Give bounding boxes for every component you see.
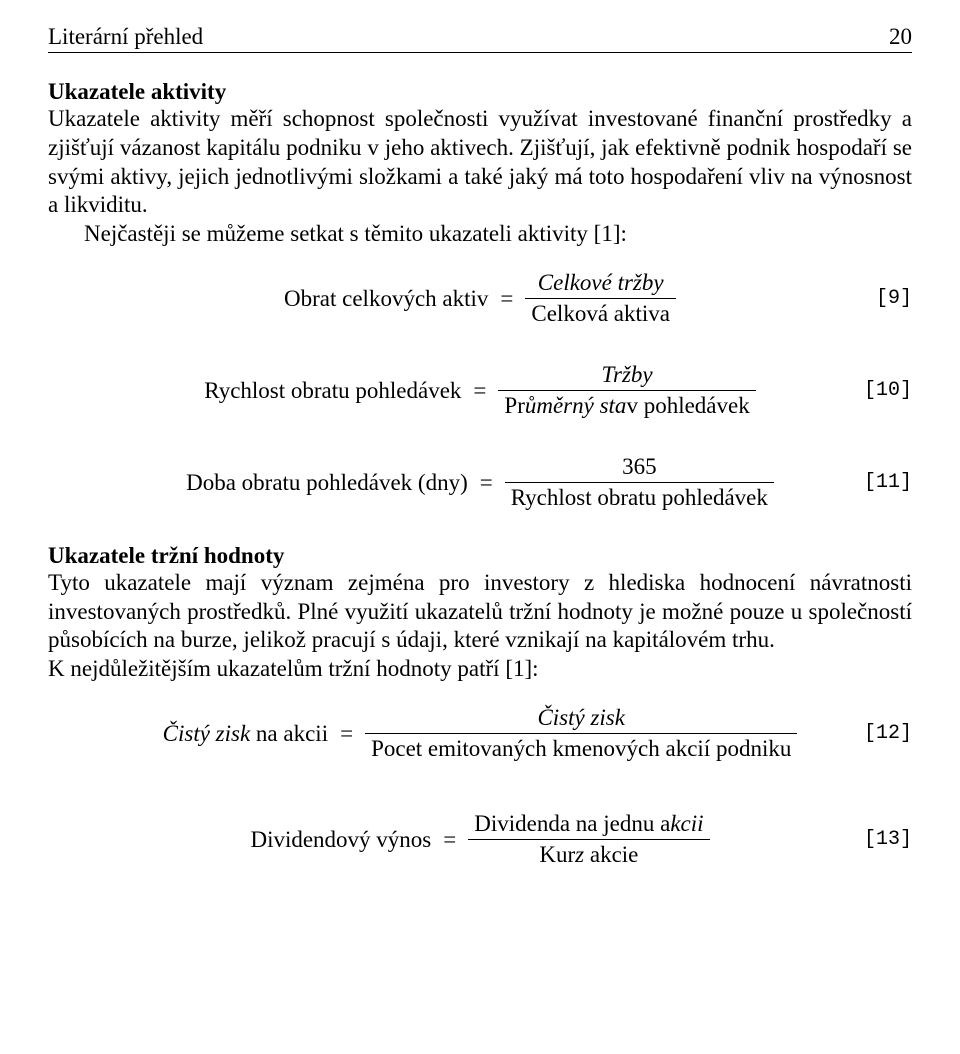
fraction: Čistý zisk Pocet emitovaných kmenových a… [365,705,797,763]
fraction-numerator: Celkové tržby [532,270,670,296]
equals-sign: = [496,286,517,312]
formula-ref: [11] [864,471,912,494]
formula-body: Čistý zisk na akcii = Čistý zisk Pocet e… [163,705,798,763]
fraction-denominator: Průměrný stav pohledávek [498,393,755,419]
lhs-rest: na akcii [250,721,328,746]
formula-ref: [12] [864,722,912,745]
formula-lhs: Obrat celkových aktiv [284,286,488,312]
fraction: Dividenda na jednu akcii Kurz akcie [468,811,709,869]
den-pre: Pr [504,393,524,418]
formula-lhs: Čistý zisk na akcii [163,721,328,747]
fraction: Celkové tržby Celková aktiva [525,270,676,328]
den-post: v pohledávek [626,393,749,418]
section-title-market: Ukazatele tržní hodnoty [48,543,912,569]
section-title-activity: Ukazatele aktivity [48,79,912,105]
equals-sign: = [336,721,357,747]
fraction-numerator: 365 [616,454,663,480]
fraction-numerator: Tržby [595,362,658,388]
formula-lhs: Rychlost obratu pohledávek [204,378,461,404]
fraction-bar [365,733,797,734]
num-italic: kcii [670,811,703,836]
fraction: 365 Rychlost obratu pohledávek [505,454,774,512]
equals-sign: = [439,827,460,853]
fraction-denominator: Celková aktiva [525,301,676,327]
formula-lhs: Doba obratu pohledávek (dny) [186,470,468,496]
formula-body: Dividendový výnos = Dividenda na jednu a… [250,811,709,869]
fraction-numerator: Dividenda na jednu akcii [468,811,709,837]
formula-ref: [13] [864,828,912,851]
fraction: Tržby Průměrný stav pohledávek [498,362,755,420]
equals-sign: = [476,470,497,496]
header-page-number: 20 [889,24,912,50]
market-paragraph: Tyto ukazatele mají význam zejména pro i… [48,569,912,684]
fraction-bar [505,482,774,483]
formula-ref: [9] [876,287,912,310]
formula-cisty-zisk-akcii: Čistý zisk na akcii = Čistý zisk Pocet e… [48,702,912,766]
equals-sign: = [469,378,490,404]
header-section: Literární přehled [48,24,203,50]
page-header: Literární přehled 20 [48,24,912,53]
formula-dividendovy-vynos: Dividendový výnos = Dividenda na jednu a… [48,808,912,872]
formula-body: Rychlost obratu pohledávek = Tržby Průmě… [204,362,755,420]
activity-paragraph: Ukazatele aktivity měří schopnost společ… [48,105,912,249]
fraction-denominator: Pocet emitovaných kmenových akcií podnik… [365,736,797,762]
formula-body: Obrat celkových aktiv = Celkové tržby Ce… [284,270,676,328]
formula-ref: [10] [864,379,912,402]
formula-obrat-aktiv: Obrat celkových aktiv = Celkové tržby Ce… [48,267,912,331]
page: Literární přehled 20 Ukazatele aktivity … [0,0,960,1054]
num-pre: Dividenda na jednu a [474,811,670,836]
den-pre: Kur [539,842,575,867]
fraction-denominator: Rychlost obratu pohledávek [505,485,774,511]
formula-body: Doba obratu pohledávek (dny) = 365 Rychl… [186,454,774,512]
den-italic: ůměrný sta [525,393,627,418]
market-para2-text: K nejdůležitějším ukazatelům tržní hodno… [48,656,539,681]
market-para1-text: Tyto ukazatele mají význam zejména pro i… [48,570,912,653]
den-post: akcie [584,842,638,867]
lhs-italic: Čistý zisk [163,721,251,746]
formula-doba-obratu: Doba obratu pohledávek (dny) = 365 Rychl… [48,451,912,515]
fraction-bar [498,390,755,391]
formula-lhs: Dividendový výnos [250,827,431,853]
formula-rychlost-obratu: Rychlost obratu pohledávek = Tržby Průmě… [48,359,912,423]
activity-para1-text: Ukazatele aktivity měří schopnost společ… [48,106,912,217]
fraction-bar [525,298,676,299]
activity-para2-text: Nejčastěji se můžeme setkat s těmito uka… [84,221,627,246]
den-italic: z [575,842,584,867]
fraction-denominator: Kurz akcie [533,842,644,868]
fraction-bar [468,839,709,840]
fraction-numerator: Čistý zisk [531,705,631,731]
